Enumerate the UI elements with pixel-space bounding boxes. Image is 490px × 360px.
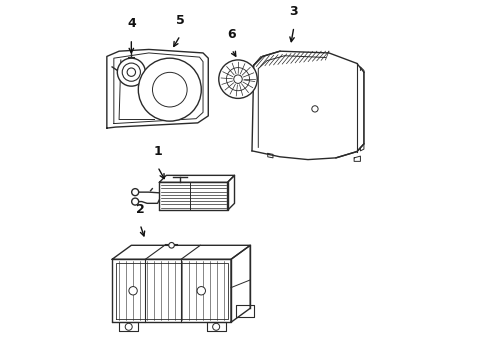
Text: 4: 4: [127, 17, 136, 30]
Polygon shape: [119, 322, 138, 331]
Polygon shape: [231, 245, 250, 322]
Text: 6: 6: [227, 28, 236, 41]
Polygon shape: [112, 245, 250, 259]
Circle shape: [132, 189, 139, 195]
Circle shape: [234, 75, 242, 84]
Circle shape: [169, 243, 174, 248]
Circle shape: [125, 323, 132, 330]
Circle shape: [197, 287, 205, 295]
Polygon shape: [107, 49, 208, 128]
Circle shape: [213, 323, 220, 330]
Polygon shape: [159, 175, 235, 183]
Polygon shape: [227, 175, 235, 210]
Circle shape: [117, 58, 146, 86]
Text: 2: 2: [136, 203, 145, 216]
Text: 3: 3: [290, 5, 298, 18]
Polygon shape: [236, 305, 254, 317]
Circle shape: [129, 287, 137, 295]
Text: 1: 1: [153, 145, 162, 158]
Circle shape: [138, 58, 201, 121]
Polygon shape: [159, 183, 227, 210]
Circle shape: [132, 198, 139, 205]
Polygon shape: [112, 259, 231, 322]
Text: 5: 5: [176, 14, 185, 27]
Polygon shape: [206, 322, 226, 331]
Circle shape: [219, 60, 257, 98]
Circle shape: [312, 106, 318, 112]
